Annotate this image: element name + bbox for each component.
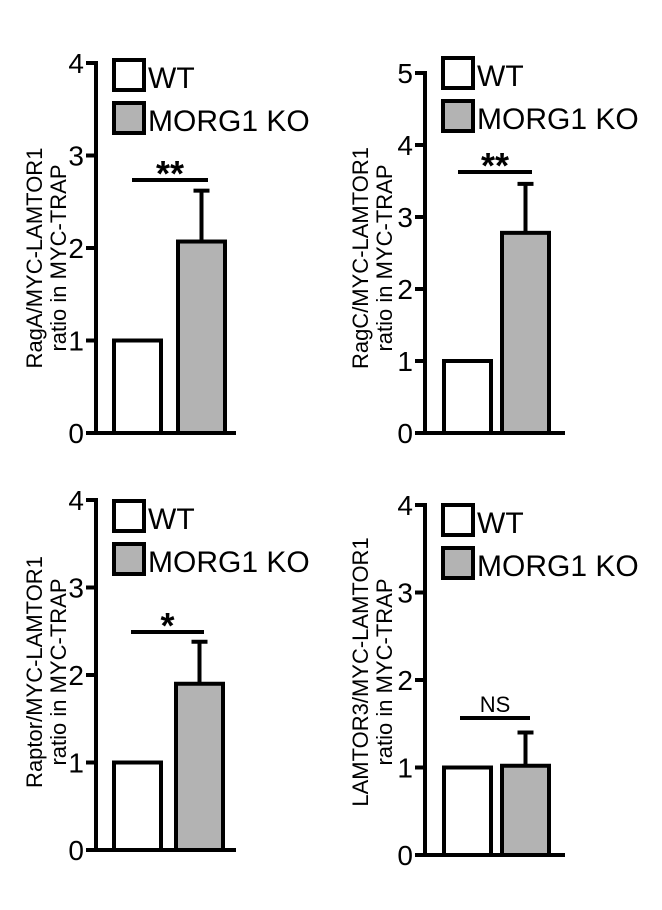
y-axis-title: Raptor/MYC-LAMTOR1ratio in MYC-TRAP — [22, 556, 71, 788]
legend-swatch-morg1-ko — [112, 542, 146, 576]
chart-4: 0 1 2 3 4 NS WT MORG1 KO LAMTOR3/MYC-LAMTOR1rati… — [348, 490, 639, 871]
legend-swatch-morg1-ko — [441, 99, 475, 133]
legend-swatch-wt — [112, 499, 146, 533]
bar-wt — [442, 359, 493, 435]
chart-1: 0 1 2 3 4 ** WT MORG1 KO RagA/MYC-LAMTOR1ratio i… — [22, 48, 310, 449]
y-axis-title-line2: ratio in MYC-TRAP — [372, 164, 397, 351]
chart-3: 0 1 2 3 4 * WT MORG1 KO Raptor/MYC-LAMTOR1ratio … — [22, 485, 310, 866]
significance-label: ** — [481, 145, 509, 186]
y-axis-title: LAMTOR3/MYC-LAMTOR1ratio in MYC-TRAP — [348, 537, 397, 806]
legend-swatch-morg1-ko — [112, 101, 146, 135]
y-tick-label: 2 — [68, 233, 84, 264]
y-tick-label: 0 — [397, 418, 413, 449]
bar-morg1-ko — [500, 230, 551, 435]
legend-swatch-wt — [112, 58, 146, 92]
legend-swatch-wt — [441, 56, 475, 90]
y-axis-title-line2: ratio in MYC-TRAP — [372, 578, 397, 765]
y-tick-label: 2 — [68, 660, 84, 691]
y-tick-label: 4 — [397, 130, 413, 161]
y-tick-label: 3 — [397, 202, 413, 233]
legend-label-wt: WT — [477, 507, 524, 540]
y-tick-label: 1 — [68, 748, 84, 779]
legend-label-morg1-ko: MORG1 KO — [148, 105, 310, 138]
y-tick-label: 5 — [397, 58, 413, 89]
y-axis-title: RagC/MYC-LAMTOR1ratio in MYC-TRAP — [348, 147, 397, 369]
y-tick-label: 0 — [68, 835, 84, 866]
y-axis-title-line1: LAMTOR3/MYC-LAMTOR1 — [348, 537, 373, 806]
legend-swatch-morg1-ko — [441, 546, 475, 580]
y-axis-title-line1: Raptor/MYC-LAMTOR1 — [22, 556, 47, 788]
significance-label: NS — [480, 692, 511, 717]
y-tick-label: 3 — [68, 573, 84, 604]
bar-morg1-ko — [174, 681, 225, 852]
y-tick-label: 4 — [397, 490, 413, 521]
y-tick-label: 3 — [397, 578, 413, 609]
legend-label-morg1-ko: MORG1 KO — [148, 546, 310, 579]
y-tick-label: 4 — [68, 48, 84, 79]
legend-label-wt: WT — [477, 60, 524, 93]
y-axis-title-line1: RagA/MYC-LAMTOR1 — [22, 148, 47, 369]
y-tick-label: 3 — [68, 141, 84, 172]
bar-wt — [112, 338, 163, 435]
bar-wt — [442, 765, 493, 857]
legend-label-wt: WT — [148, 503, 195, 536]
significance-label: ** — [156, 153, 184, 194]
y-tick-label: 2 — [397, 274, 413, 305]
bar-morg1-ko — [500, 763, 551, 857]
legend-label-wt: WT — [148, 62, 195, 95]
y-tick-label: 1 — [397, 753, 413, 784]
significance-label: * — [160, 605, 174, 646]
y-axis-title: RagA/MYC-LAMTOR1ratio in MYC-TRAP — [22, 148, 71, 369]
bar-wt — [112, 760, 163, 852]
y-tick-label: 1 — [397, 346, 413, 377]
y-tick-label: 0 — [68, 418, 84, 449]
legend-label-morg1-ko: MORG1 KO — [477, 103, 639, 136]
legend-swatch-wt — [441, 503, 475, 537]
y-tick-label: 1 — [68, 326, 84, 357]
chart-2: 0 1 2 3 4 5 ** WT MORG1 KO RagC/MYC-LAMTOR1ratio … — [348, 56, 639, 449]
y-tick-label: 4 — [68, 485, 84, 516]
y-axis-title-line2: ratio in MYC-TRAP — [46, 164, 71, 351]
bar-morg1-ko — [176, 239, 227, 435]
legend-label-morg1-ko: MORG1 KO — [477, 550, 639, 583]
y-tick-label: 2 — [397, 665, 413, 696]
y-tick-label: 0 — [397, 840, 413, 871]
y-axis-title-line1: RagC/MYC-LAMTOR1 — [348, 147, 373, 369]
y-axis-title-line2: ratio in MYC-TRAP — [46, 578, 71, 765]
